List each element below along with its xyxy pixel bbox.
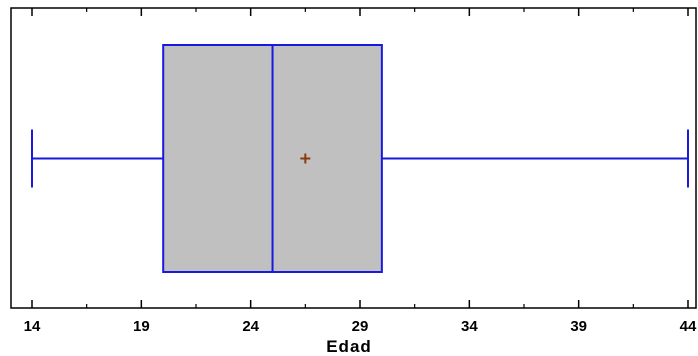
x-tick-label: 14 [24,318,41,335]
bottom-tick-marks [31,300,689,308]
plot-frame [10,7,697,309]
top-tick-marks [31,8,689,16]
x-tick-label: 24 [242,318,259,335]
x-axis-title: Edad [326,337,372,356]
x-tick-label: 39 [570,318,587,335]
x-tick-label: 19 [133,318,150,335]
box-plot [31,44,689,273]
x-tick-label: 29 [352,318,369,335]
x-tick-label: 44 [680,318,697,335]
x-tick-labels: 14 19 24 29 34 39 44 [24,318,697,335]
x-tick-label: 34 [461,318,478,335]
